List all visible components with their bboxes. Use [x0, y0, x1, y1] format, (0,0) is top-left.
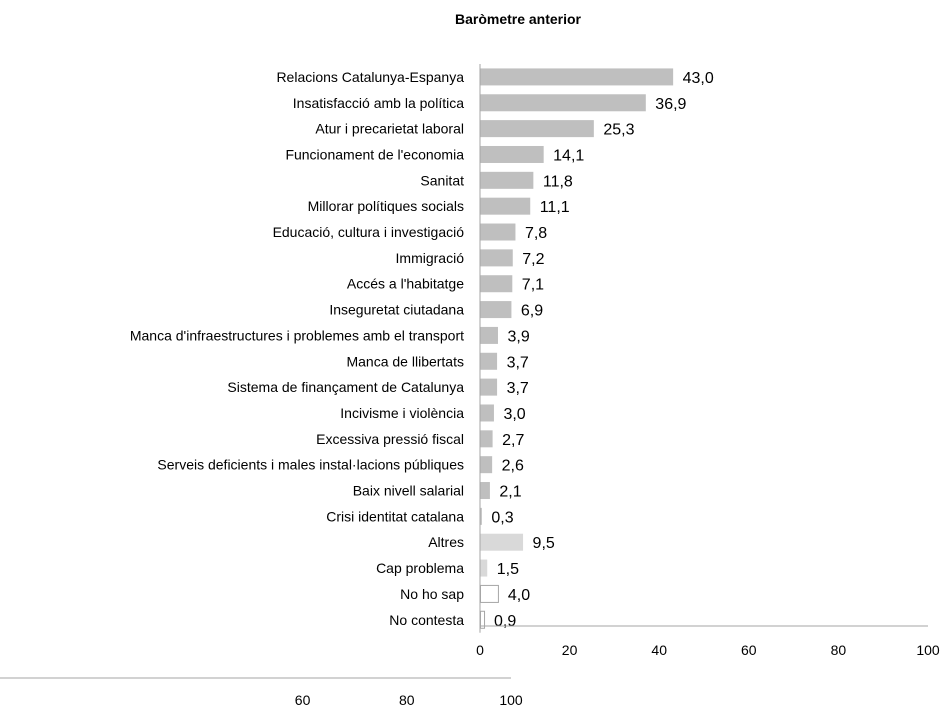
bar [480, 120, 594, 138]
bar [480, 456, 493, 474]
category-label: Atur i precarietat laboral [315, 121, 464, 137]
category-label: Funcionament de l'economia [285, 146, 464, 162]
category-label: Manca de llibertats [346, 353, 464, 369]
category-label: Insatisfacció amb la política [293, 95, 464, 111]
bars-group: Relacions Catalunya-Espanya 43,0 Insatisfa… [130, 68, 714, 630]
value-label: 3,0 [503, 406, 525, 423]
bar [480, 145, 544, 163]
tick-label: 80 [831, 642, 847, 658]
chart-title: Baròmetre anterior [455, 11, 582, 27]
ghost-tick-label: 80 [399, 692, 415, 708]
value-label: 11,8 [543, 173, 573, 190]
bar [480, 507, 482, 525]
value-label: 7,1 [522, 277, 544, 294]
bar [480, 430, 493, 448]
bar [480, 197, 531, 215]
category-label: Educació, cultura i investigació [273, 224, 465, 240]
category-label: Accés a l'habitatge [347, 276, 464, 292]
bar [480, 352, 498, 370]
bar [480, 533, 524, 551]
value-label: 3,7 [507, 354, 529, 371]
category-label: Serveis deficients i males instal·lacion… [157, 457, 464, 473]
category-label: Manca d'infraestructures i problemes amb… [130, 327, 464, 343]
bar [480, 275, 513, 293]
category-label: Baix nivell salarial [353, 483, 464, 499]
bar [480, 301, 512, 319]
value-label: 7,2 [522, 251, 544, 268]
category-label: Sanitat [420, 172, 464, 188]
category-label: Inseguretat ciutadana [329, 302, 464, 318]
value-label: 11,1 [540, 199, 570, 216]
category-label: Relacions Catalunya-Espanya [276, 69, 464, 85]
value-label: 9,5 [533, 535, 555, 552]
value-label: 43,0 [683, 70, 714, 87]
category-label: No contesta [389, 612, 464, 628]
tick-label: 100 [916, 642, 940, 658]
bar [480, 94, 646, 112]
bar [480, 559, 488, 577]
tick-label: 60 [741, 642, 757, 658]
value-label: 14,1 [553, 147, 584, 164]
bar [480, 378, 498, 396]
value-label: 25,3 [603, 122, 634, 139]
tick-label: 20 [562, 642, 578, 658]
value-label: 3,7 [507, 380, 529, 397]
tick-label: 0 [476, 642, 484, 658]
category-label: Immigració [396, 250, 465, 266]
bar [480, 482, 490, 500]
bar [480, 326, 498, 344]
bar [480, 171, 534, 189]
value-label: 2,1 [499, 484, 521, 501]
bar [480, 584, 499, 603]
value-label: 4,0 [508, 587, 530, 604]
value-label: 1,5 [497, 561, 519, 578]
category-label: Crisi identitat catalana [326, 508, 464, 524]
category-label: Sistema de finançament de Catalunya [227, 379, 464, 395]
category-label: No ho sap [400, 586, 464, 602]
value-label: 0,9 [494, 613, 516, 630]
value-label: 36,9 [655, 96, 686, 113]
category-label: Incivisme i violència [340, 405, 464, 421]
tick-label: 40 [651, 642, 667, 658]
category-label: Cap problema [376, 560, 464, 576]
bar [480, 404, 494, 422]
value-label: 7,8 [525, 225, 547, 242]
category-label: Excessiva pressió fiscal [316, 431, 464, 447]
bar [480, 223, 516, 241]
ghost-tick-label: 100 [499, 692, 523, 708]
value-axis-ticks: 0 20 40 60 80 100 [476, 642, 940, 658]
value-label: 6,9 [521, 303, 543, 320]
bar [480, 68, 674, 86]
value-label: 2,7 [502, 432, 524, 449]
ghost-tick-label: 60 [295, 692, 311, 708]
value-label: 2,6 [502, 458, 524, 475]
value-label: 3,9 [507, 328, 529, 345]
bar [480, 249, 513, 267]
category-label: Altres [428, 534, 464, 550]
category-label: Millorar polítiques socials [308, 198, 464, 214]
value-label: 0,3 [491, 509, 513, 526]
